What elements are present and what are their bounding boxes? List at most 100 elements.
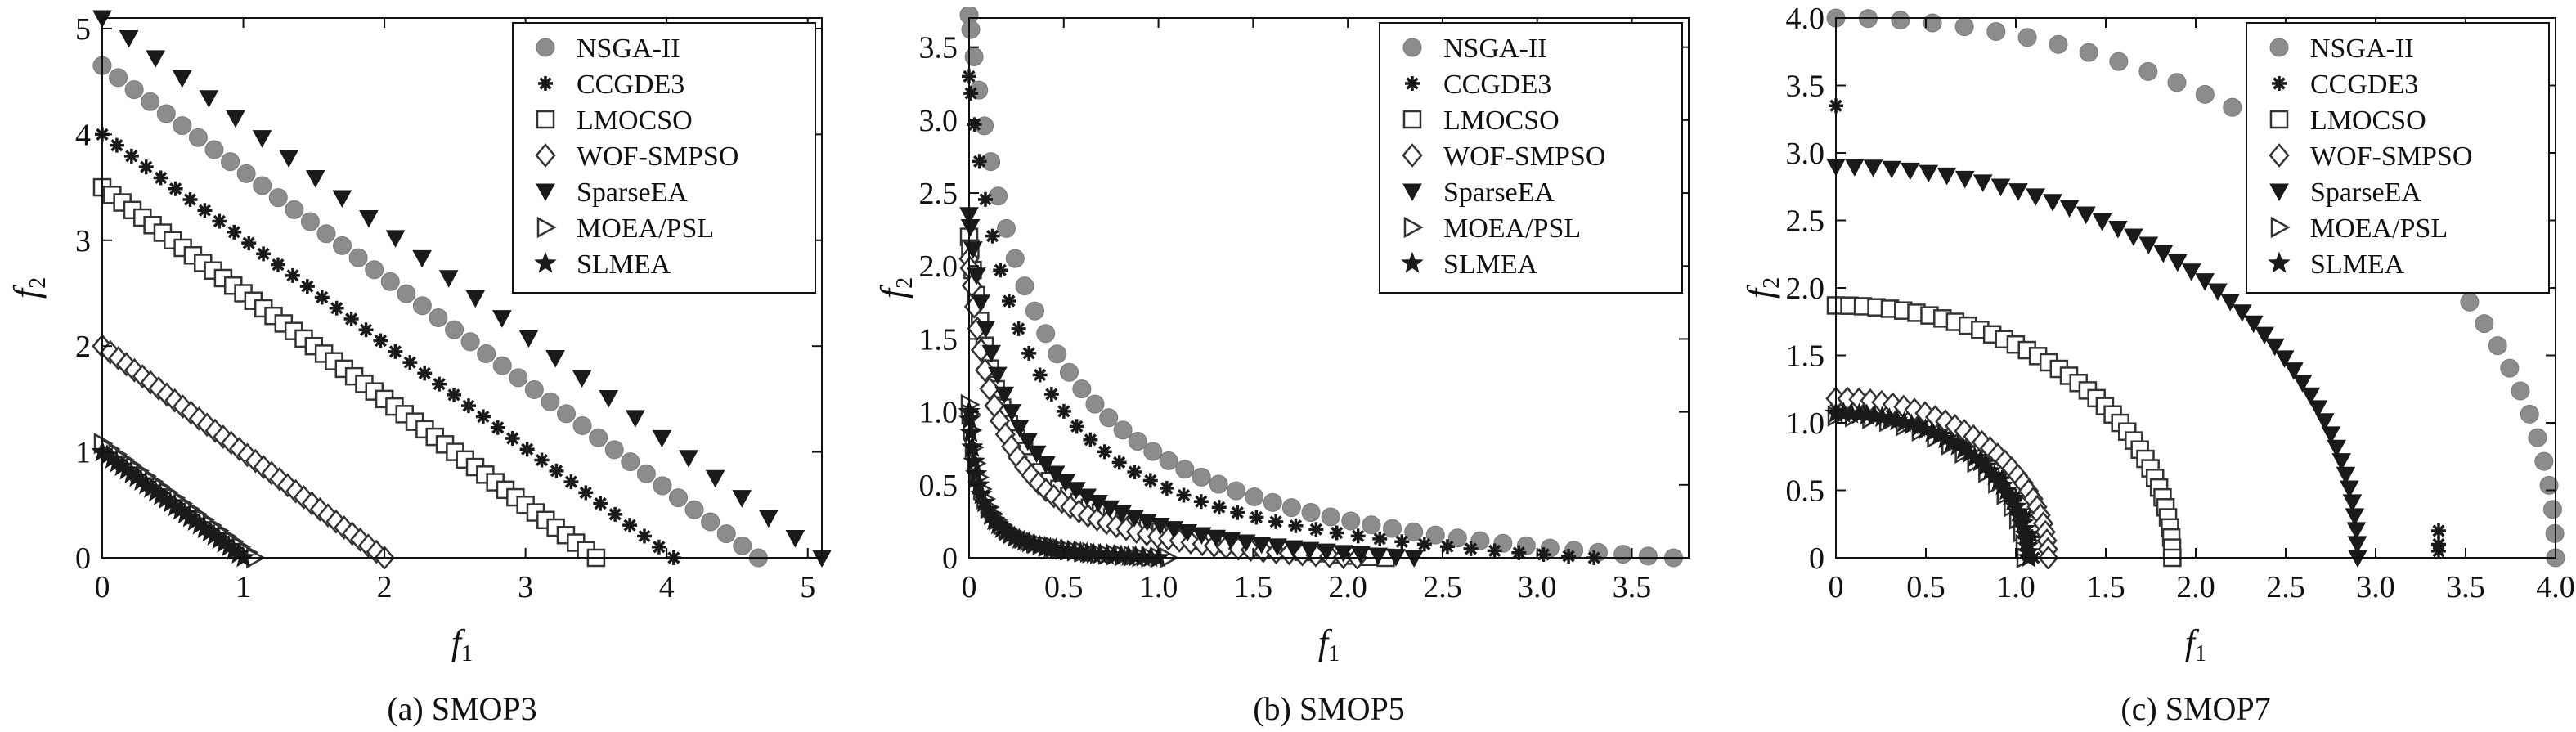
y-tick-label: 3 xyxy=(75,224,91,258)
legend: NSGA-II CCGDE3 LMOCSO WOF-SMPSO SparseEA MOEA… xyxy=(512,22,816,294)
data-point xyxy=(2534,451,2554,471)
data-point xyxy=(1026,445,1047,464)
data-point xyxy=(1175,460,1195,479)
data-point xyxy=(1111,455,1127,470)
data-point xyxy=(412,249,432,268)
data-point xyxy=(509,368,528,388)
data-point xyxy=(599,389,619,408)
legend-marker xyxy=(536,183,555,202)
data-point xyxy=(1072,379,1092,399)
data-point xyxy=(989,186,1008,206)
data-point xyxy=(1021,345,1037,361)
plot-frame xyxy=(101,17,823,559)
legend-item: SparseEA xyxy=(2269,177,2421,208)
data-point xyxy=(1844,159,1865,177)
data-point xyxy=(2167,254,2188,272)
data-point xyxy=(1015,276,1034,296)
legend-item: NSGA-II xyxy=(2269,34,2414,64)
data-point xyxy=(329,300,344,316)
data-point xyxy=(2109,52,2129,71)
data-point xyxy=(1463,541,1479,556)
data-point xyxy=(733,536,752,555)
data-point xyxy=(701,512,720,532)
legend-label: SLMEA xyxy=(1443,249,1538,280)
legend-item: SparseEA xyxy=(536,177,688,208)
data-point xyxy=(1394,534,1410,550)
data-point xyxy=(173,116,192,136)
data-point xyxy=(578,485,594,501)
data-point xyxy=(1613,545,1633,564)
data-point xyxy=(1288,518,1304,533)
data-point xyxy=(1383,519,1402,538)
x-tick-label: 0 xyxy=(95,570,110,604)
legend-label: SLMEA xyxy=(577,249,671,280)
data-point xyxy=(1368,547,1389,566)
legend-item: WOF-SMPSO xyxy=(2269,141,2472,172)
data-point xyxy=(572,416,592,436)
legend-item: MOEA/PSL xyxy=(536,213,714,244)
data-point xyxy=(1011,321,1026,336)
data-point xyxy=(2076,206,2096,225)
data-point xyxy=(2026,188,2045,206)
x-tick-label: 0.5 xyxy=(1906,570,1945,604)
data-point xyxy=(2511,381,2530,401)
data-point xyxy=(241,236,257,251)
legend-item: NSGA-II xyxy=(536,34,680,64)
legend-box xyxy=(512,22,816,294)
data-point xyxy=(119,29,139,48)
data-point xyxy=(1268,514,1284,529)
data-point xyxy=(402,355,418,370)
series-lmocso xyxy=(1826,296,2182,568)
x-axis-title: f1 xyxy=(1318,622,1340,667)
data-point xyxy=(2167,73,2187,92)
data-point xyxy=(2431,543,2446,559)
legend-marker xyxy=(538,76,553,91)
data-point xyxy=(1209,474,1228,494)
data-point xyxy=(124,80,144,100)
data-point xyxy=(2314,413,2335,431)
data-point xyxy=(1439,539,1455,555)
data-point xyxy=(1863,159,1883,177)
data-point xyxy=(2542,500,2562,519)
data-point xyxy=(138,159,154,175)
data-point xyxy=(1002,404,1021,422)
legend-item: NSGA-II xyxy=(1402,34,1547,64)
data-point xyxy=(1372,531,1388,546)
data-point xyxy=(1283,540,1304,559)
data-point xyxy=(1638,546,1658,566)
data-point xyxy=(2243,315,2264,334)
data-point xyxy=(2255,326,2274,345)
data-point xyxy=(1986,22,2006,42)
data-point xyxy=(608,506,623,522)
y-tick-label: 1 xyxy=(75,436,91,470)
data-point xyxy=(271,257,286,272)
data-point xyxy=(1025,301,1044,321)
data-point xyxy=(1032,367,1048,383)
x-tick-label: 3.5 xyxy=(1613,570,1652,604)
data-point xyxy=(1176,487,1192,503)
series-lmocso xyxy=(92,177,606,568)
y-tick-label: 2.5 xyxy=(1786,204,1825,239)
legend-marker xyxy=(1402,183,1422,202)
data-point xyxy=(2232,304,2252,322)
legend-label: NSGA-II xyxy=(1443,34,1547,64)
legend-label: LMOCSO xyxy=(577,106,693,136)
data-point xyxy=(1251,537,1272,555)
y-tick-label: 2.0 xyxy=(1786,272,1825,306)
x-tick-label: 4 xyxy=(659,570,675,604)
legend-item: MOEA/PSL xyxy=(1403,213,1581,244)
legend-item: SLMEA xyxy=(1401,249,1538,280)
data-point xyxy=(388,344,403,359)
data-point xyxy=(299,279,315,294)
data-point xyxy=(653,476,672,496)
data-point xyxy=(996,218,1016,238)
data-point xyxy=(2195,273,2215,291)
data-point xyxy=(1249,510,1264,525)
series-slmea xyxy=(91,440,255,568)
plot-frame xyxy=(968,17,1690,559)
data-point xyxy=(541,392,560,411)
data-point xyxy=(438,270,459,288)
legend-item: MOEA/PSL xyxy=(2270,213,2448,244)
panel-caption: (b) SMOP5 xyxy=(1253,690,1405,727)
